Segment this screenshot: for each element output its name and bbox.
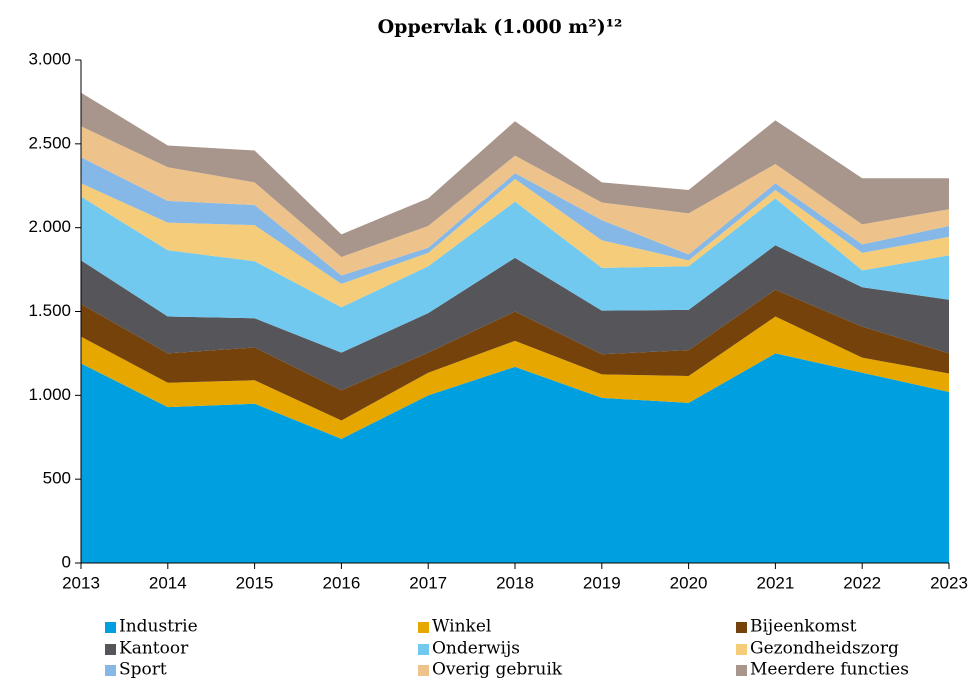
x-tick-label: 2015 <box>236 573 274 592</box>
legend-swatch <box>418 622 429 633</box>
area <box>81 157 949 284</box>
y-tick-label: 3.000 <box>28 49 71 68</box>
x-tick-label: 2021 <box>756 573 794 592</box>
area <box>81 289 949 421</box>
legend-swatch <box>105 665 116 676</box>
area <box>81 92 949 258</box>
y-tick-label: 1.000 <box>28 385 71 404</box>
x-tick-label: 2017 <box>409 573 447 592</box>
x-tick-label: 2020 <box>670 573 708 592</box>
y-tick-label: 2.500 <box>28 133 71 152</box>
area <box>81 245 949 391</box>
x-tick-label: 2016 <box>322 573 360 592</box>
legend-label: Meerdere functies <box>750 660 909 680</box>
y-tick-label: 0 <box>62 552 71 571</box>
x-tick-label: 2018 <box>496 573 534 592</box>
legend-swatch <box>418 665 429 676</box>
legend-swatch <box>736 665 747 676</box>
legend-swatch <box>105 622 116 633</box>
area <box>81 196 949 353</box>
chart-title: Oppervlak (1.000 m²)¹² <box>378 16 623 38</box>
y-tick-label: 1.500 <box>28 301 71 320</box>
x-tick-label: 2019 <box>583 573 621 592</box>
x-tick-label: 2022 <box>843 573 881 592</box>
y-tick-label: 2.000 <box>28 217 71 236</box>
x-tick-label: 2013 <box>62 573 100 592</box>
legend-swatch <box>418 644 429 655</box>
area <box>81 179 949 308</box>
area <box>81 316 949 439</box>
legend-label: Kantoor <box>119 639 189 659</box>
area <box>81 353 949 563</box>
legend-label: Onderwijs <box>432 639 520 659</box>
y-tick-label: 500 <box>43 469 71 488</box>
legend-label: Winkel <box>432 617 491 637</box>
x-tick-label: 2023 <box>930 573 968 592</box>
legend-swatch <box>105 644 116 655</box>
legend-label: Gezondheidszorg <box>750 639 899 659</box>
area <box>81 126 949 276</box>
legend-swatch <box>736 644 747 655</box>
legend-label: Bijeenkomst <box>750 617 857 637</box>
legend-label: Overig gebruik <box>432 660 563 680</box>
legend-swatch <box>736 622 747 633</box>
legend-label: Industrie <box>119 617 198 637</box>
x-tick-label: 2014 <box>149 573 187 592</box>
legend-label: Sport <box>119 660 167 680</box>
